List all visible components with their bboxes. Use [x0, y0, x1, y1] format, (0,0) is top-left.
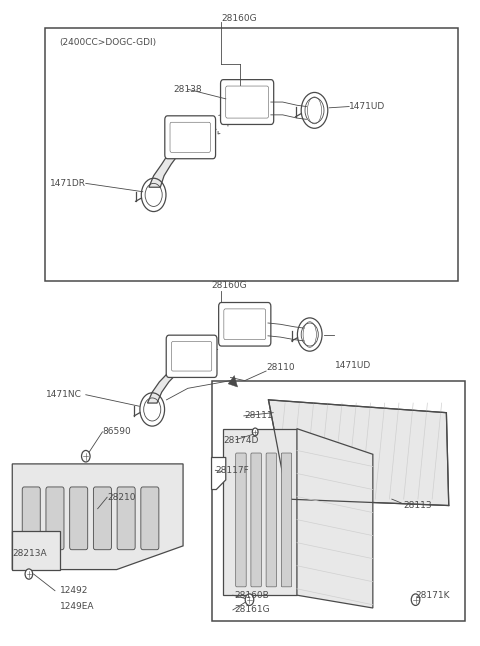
Circle shape — [411, 594, 420, 605]
Text: (2400CC>DOGC-GDI): (2400CC>DOGC-GDI) — [60, 38, 157, 47]
Text: 28213A: 28213A — [12, 549, 47, 558]
Text: 28161G: 28161G — [234, 605, 270, 614]
FancyBboxPatch shape — [251, 453, 261, 587]
Text: 28117F: 28117F — [216, 466, 249, 475]
FancyBboxPatch shape — [22, 487, 40, 550]
Circle shape — [245, 594, 254, 605]
Circle shape — [25, 569, 33, 579]
Text: 86590: 86590 — [102, 428, 131, 437]
Text: 1471UD: 1471UD — [335, 360, 371, 370]
FancyBboxPatch shape — [166, 335, 217, 377]
FancyBboxPatch shape — [165, 116, 216, 159]
Circle shape — [82, 450, 90, 462]
Text: 12492: 12492 — [60, 586, 88, 595]
Text: 1249EA: 1249EA — [60, 602, 94, 611]
FancyBboxPatch shape — [46, 487, 64, 550]
FancyBboxPatch shape — [117, 487, 135, 550]
Text: 28110: 28110 — [266, 363, 295, 372]
Bar — [46, 28, 458, 282]
Text: 1471UD: 1471UD — [349, 102, 385, 111]
Polygon shape — [12, 464, 183, 570]
Text: 28111: 28111 — [245, 412, 274, 421]
FancyBboxPatch shape — [281, 453, 292, 587]
FancyBboxPatch shape — [266, 453, 276, 587]
FancyBboxPatch shape — [94, 487, 111, 550]
FancyBboxPatch shape — [70, 487, 88, 550]
Text: 28174D: 28174D — [223, 435, 259, 444]
Text: 28160G: 28160G — [212, 282, 247, 290]
Text: 28160B: 28160B — [234, 590, 269, 599]
Circle shape — [252, 428, 258, 435]
Text: 28171K: 28171K — [416, 590, 450, 599]
Polygon shape — [268, 400, 449, 506]
FancyBboxPatch shape — [141, 487, 159, 550]
Polygon shape — [212, 457, 226, 490]
Text: 28138: 28138 — [174, 85, 202, 94]
Text: 1471DR: 1471DR — [50, 179, 86, 188]
Text: 28113: 28113 — [404, 501, 432, 510]
FancyBboxPatch shape — [236, 453, 246, 587]
Polygon shape — [12, 531, 60, 570]
Text: 28160G: 28160G — [221, 14, 257, 23]
Polygon shape — [223, 429, 297, 595]
Text: 28210: 28210 — [107, 493, 136, 502]
FancyBboxPatch shape — [219, 302, 271, 346]
FancyBboxPatch shape — [220, 79, 274, 125]
Polygon shape — [147, 373, 178, 403]
Text: 1471NC: 1471NC — [46, 390, 81, 399]
Polygon shape — [149, 154, 179, 187]
Polygon shape — [297, 429, 373, 608]
Polygon shape — [228, 375, 238, 387]
Bar — [212, 380, 466, 621]
